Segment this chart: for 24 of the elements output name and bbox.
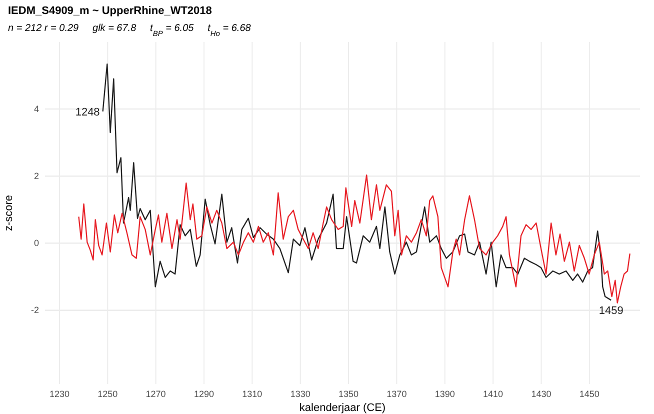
line-series [78,174,630,304]
y-tick-label: 0 [34,238,39,248]
x-tick-label: 1250 [98,389,118,399]
x-axis-title: kalenderjaar (CE) [299,402,386,414]
x-tick-label: 1330 [290,389,310,399]
line-series [102,64,612,301]
annotation: 1459 [598,305,624,318]
y-tick-label: 2 [34,171,39,182]
x-tick-label: 1410 [483,389,504,399]
x-tick-label: 1310 [242,389,262,399]
x-tick-label: 1350 [338,389,359,399]
y-axis-title: z-score [3,194,15,232]
x-tick-label: 1370 [386,389,407,399]
y-tick-label: 4 [34,104,39,114]
chart-subtitle: n = 212 r = 0.29 glk = 67.8 t$_{BP}$ = 6.05 t$_{Ho}$ = 6.68 [8,23,252,38]
x-tick-label: 1290 [194,389,214,399]
annotation: 1248 [75,106,100,118]
x-tick-label: 1430 [531,389,552,399]
x-tick-label: 1390 [434,389,455,399]
x-tick-label: 1270 [146,389,166,399]
chart-title: IEDM_S4909_m ~ UpperRhine_WT2018 [8,5,212,17]
x-tick-label: 1450 [579,389,600,399]
y-tick-label: -2 [30,305,39,316]
x-tick-label: 1230 [49,389,70,399]
